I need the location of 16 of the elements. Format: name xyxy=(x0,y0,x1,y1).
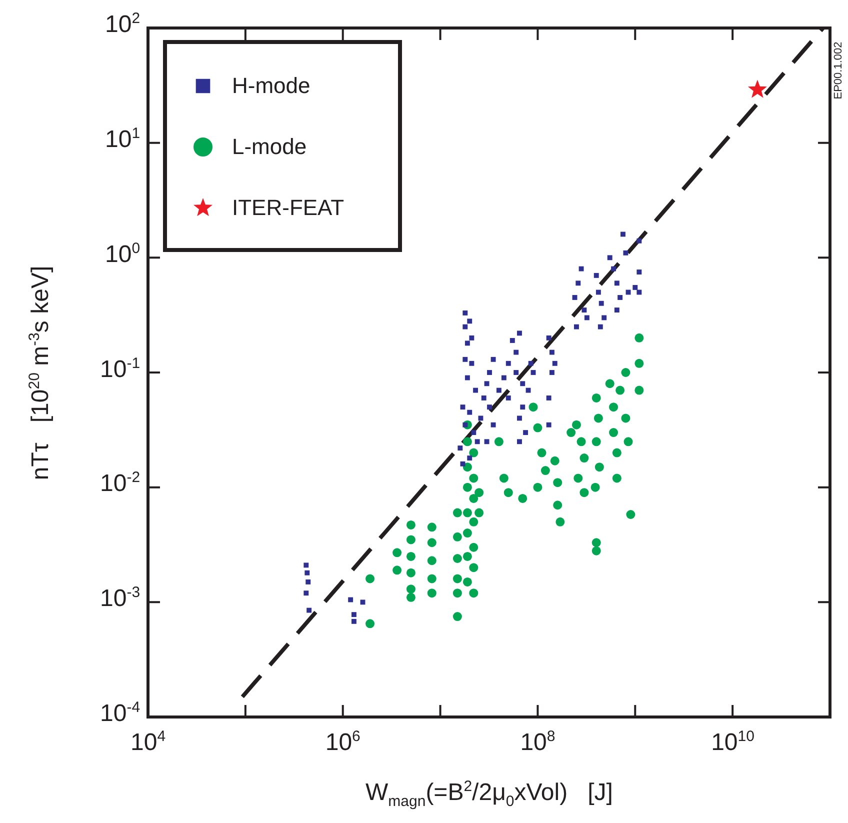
x-tick-label: 10$^{8}$ xyxy=(520,728,556,756)
x-tick-label: 10$^{4}$ xyxy=(130,728,166,756)
x-tick-label: 10$^{6}$ xyxy=(325,728,360,756)
legend-label: ITER-FEAT xyxy=(232,195,344,220)
x-axis-title: W$_{magn}$(=B$^{2}$/2μ$_{0}$xVol) [J] xyxy=(366,778,613,810)
text: EP00.1.002 xyxy=(832,41,844,99)
y-tick-label: 10$^{-3}$ xyxy=(100,584,140,612)
legend-label: L-mode xyxy=(232,134,307,160)
y-tick-label: 10$^{-2}$ xyxy=(100,469,140,498)
y-tick-label: 10$^{1}$ xyxy=(105,124,140,153)
y-tick-label: 10$^{2}$ xyxy=(105,10,140,38)
legend-label: H-mode xyxy=(232,73,310,98)
y-tick-label: 10$^{-1}$ xyxy=(100,354,140,382)
x-tick-label: 10$^{10}$ xyxy=(711,728,754,756)
y-tick-label: 10$^{0}$ xyxy=(105,240,140,268)
y-tick-label: 10$^{-4}$ xyxy=(100,699,140,727)
